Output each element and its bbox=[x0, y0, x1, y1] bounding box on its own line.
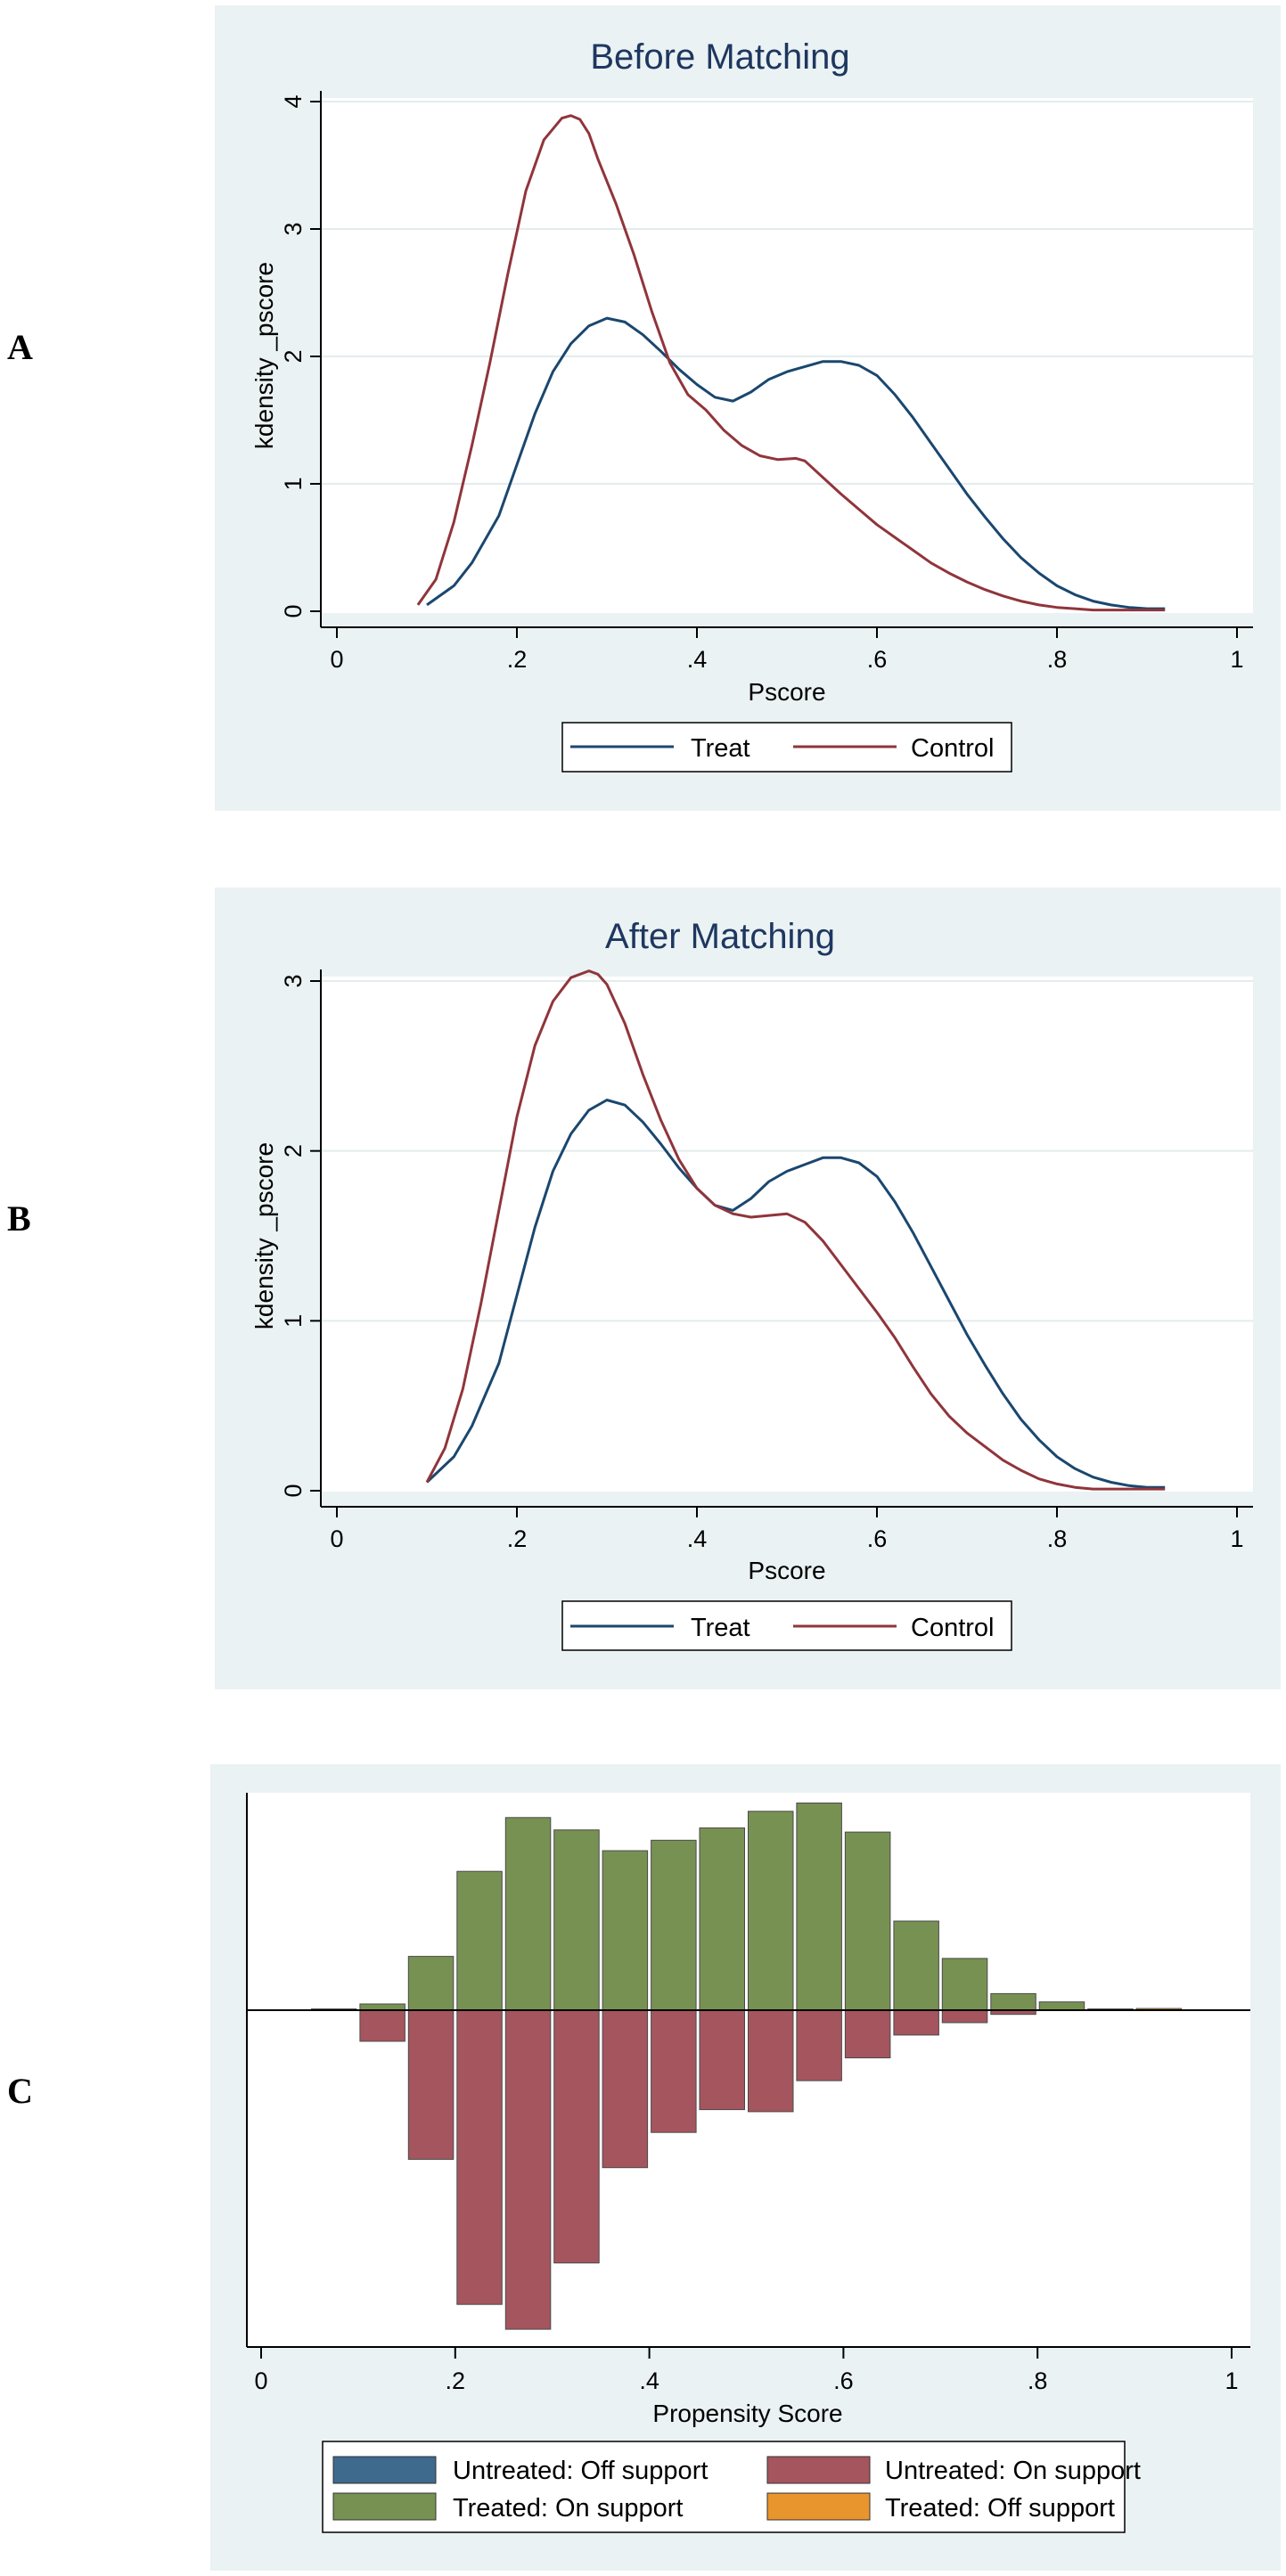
bar-untreated-on-support bbox=[407, 2009, 455, 2160]
legend-swatch-untreated-off-support bbox=[332, 2456, 437, 2484]
bar-untreated-on-support bbox=[359, 2009, 405, 2042]
panel-b-legend-label-treat: Treat bbox=[691, 1614, 750, 1642]
bar-treated-on-support bbox=[651, 1839, 697, 2011]
legend-swatch-treated-off-support bbox=[766, 2492, 871, 2521]
legend-label-untreated-on-support: Untreated: On support bbox=[885, 2457, 1141, 2485]
panel-c-bars bbox=[310, 1803, 1183, 2330]
bar-untreated-on-support bbox=[748, 2009, 794, 2113]
b-y-tick-label: 0 bbox=[280, 1484, 307, 1497]
panel-a-before-matching: Before Matching 0 1 2 3 4 0 .2 .4 .6 .8 1 kdensity… bbox=[215, 5, 1281, 811]
panel-a-legend-label-control: Control bbox=[911, 734, 995, 763]
panel-b-curves bbox=[425, 969, 1166, 1491]
panel-b-title: After Matching bbox=[605, 917, 835, 956]
bar-treated-on-support bbox=[893, 1920, 939, 2011]
a-y-tick-label: 4 bbox=[280, 94, 307, 108]
bar-untreated-on-support bbox=[699, 2009, 745, 2111]
bar-treated-on-support bbox=[796, 1803, 842, 2011]
panel-c-axes: 0 .2 .4 .6 .8 1 bbox=[246, 1793, 1250, 2394]
a-x-tick-label: .8 bbox=[1047, 646, 1068, 673]
bar-treated-on-support bbox=[990, 1992, 1036, 2011]
bar-treated-on-support bbox=[602, 1850, 649, 2011]
panel-a-y-axis-label: kdensity _pscore bbox=[250, 262, 278, 449]
panel-a-curves bbox=[416, 114, 1166, 612]
bar-untreated-on-support bbox=[602, 2009, 649, 2169]
bar-untreated-on-support bbox=[941, 2009, 988, 2024]
bar-treated-on-support bbox=[844, 1831, 891, 2011]
legend-swatch-untreated-on-support bbox=[766, 2456, 871, 2484]
panel-a-gridlines bbox=[321, 101, 1253, 485]
bar-untreated-on-support bbox=[456, 2009, 503, 2305]
panel-letter-c: C bbox=[7, 2071, 33, 2111]
a-x-tick-label: 1 bbox=[1230, 646, 1243, 673]
legend-swatch-treated-on-support bbox=[332, 2492, 437, 2521]
legend-label-treated-off-support: Treated: Off support bbox=[885, 2494, 1115, 2523]
panel-c-x-tick-label: .6 bbox=[833, 2367, 854, 2394]
a-series-line-control bbox=[416, 114, 1166, 612]
panel-b-after-matching: After Matching 0 1 2 3 0 .2 .4 .6 .8 1 kdensity _… bbox=[215, 887, 1281, 1689]
b-series-line-control bbox=[425, 969, 1166, 1491]
bar-untreated-on-support bbox=[844, 2009, 891, 2058]
b-x-tick-label: .8 bbox=[1047, 1525, 1068, 1552]
panel-letter-a: A bbox=[7, 327, 33, 367]
panel-a-legend: Treat Control bbox=[561, 722, 1012, 773]
bar-treated-on-support bbox=[1038, 2001, 1085, 2011]
panel-a-title: Before Matching bbox=[590, 37, 849, 77]
panel-b-legend: Treat Control bbox=[561, 1600, 1012, 1651]
bar-treated-on-support bbox=[699, 1827, 745, 2011]
panel-a-axes: 0 1 2 3 4 0 .2 .4 .6 .8 1 bbox=[280, 91, 1253, 673]
bar-untreated-on-support bbox=[504, 2009, 552, 2330]
panel-c-legend: Untreated: Off support Untreated: On sup… bbox=[322, 2441, 1141, 2533]
panel-c-x-tick-label: 0 bbox=[254, 2367, 267, 2394]
panel-b-legend-label-control: Control bbox=[911, 1614, 995, 1642]
a-x-tick-label: .4 bbox=[687, 646, 708, 673]
bar-untreated-on-support bbox=[893, 2009, 939, 2036]
panel-c-x-tick-label: .2 bbox=[446, 2367, 466, 2394]
panel-b-plot-area bbox=[321, 977, 1253, 1492]
bar-untreated-on-support bbox=[553, 2009, 600, 2264]
panel-letter-b: B bbox=[7, 1198, 31, 1239]
legend-label-untreated-off-support: Untreated: Off support bbox=[453, 2457, 708, 2485]
legend-label-treated-on-support: Treated: On support bbox=[453, 2494, 683, 2523]
panel-c-x-tick-label: .4 bbox=[639, 2367, 659, 2394]
panel-c-x-tick-label: .8 bbox=[1028, 2367, 1048, 2394]
a-x-tick-label: .6 bbox=[867, 646, 888, 673]
b-y-tick-label: 2 bbox=[280, 1144, 307, 1157]
panel-a-x-axis-label: Pscore bbox=[748, 678, 825, 706]
b-x-tick-label: .2 bbox=[507, 1525, 528, 1552]
a-series-line-treat bbox=[426, 316, 1166, 610]
b-series-line-treat bbox=[425, 1099, 1166, 1489]
b-y-tick-label: 3 bbox=[280, 974, 307, 987]
a-y-tick-label: 3 bbox=[280, 222, 307, 235]
bar-treated-on-support bbox=[504, 1817, 552, 2011]
a-x-tick-label: .2 bbox=[507, 646, 528, 673]
bar-untreated-on-support bbox=[796, 2009, 842, 2081]
b-x-tick-label: 0 bbox=[330, 1525, 343, 1552]
panel-c-x-tick-label: 1 bbox=[1225, 2367, 1238, 2394]
panel-c-x-axis-label: Propensity Score bbox=[652, 2400, 842, 2427]
bar-treated-on-support bbox=[553, 1829, 600, 2011]
b-y-tick-label: 1 bbox=[280, 1314, 307, 1328]
bar-treated-on-support bbox=[456, 1870, 503, 2011]
bar-treated-on-support bbox=[748, 1811, 794, 2011]
bar-untreated-on-support bbox=[651, 2009, 697, 2133]
panel-c-legend-box bbox=[322, 2441, 1126, 2533]
bar-treated-on-support bbox=[941, 1958, 988, 2011]
panel-a-legend-label-treat: Treat bbox=[691, 734, 750, 763]
b-x-tick-label: 1 bbox=[1230, 1525, 1243, 1552]
a-y-tick-label: 2 bbox=[280, 349, 307, 363]
a-x-tick-label: 0 bbox=[330, 646, 343, 673]
panel-b-x-axis-label: Pscore bbox=[748, 1557, 825, 1584]
bar-treated-on-support bbox=[407, 1956, 455, 2011]
bar-treated-on-support bbox=[359, 2003, 405, 2011]
panel-c-histogram: 0 .2 .4 .6 .8 1 Propensity Score Untreated: O… bbox=[210, 1764, 1281, 2571]
panel-b-axes: 0 1 2 3 0 .2 .4 .6 .8 1 bbox=[280, 969, 1253, 1552]
b-x-tick-label: .4 bbox=[687, 1525, 708, 1552]
panel-b-y-axis-label: kdensity _pscore bbox=[250, 1142, 278, 1329]
a-y-tick-label: 0 bbox=[280, 604, 307, 617]
a-y-tick-label: 1 bbox=[280, 477, 307, 490]
b-x-tick-label: .6 bbox=[867, 1525, 888, 1552]
